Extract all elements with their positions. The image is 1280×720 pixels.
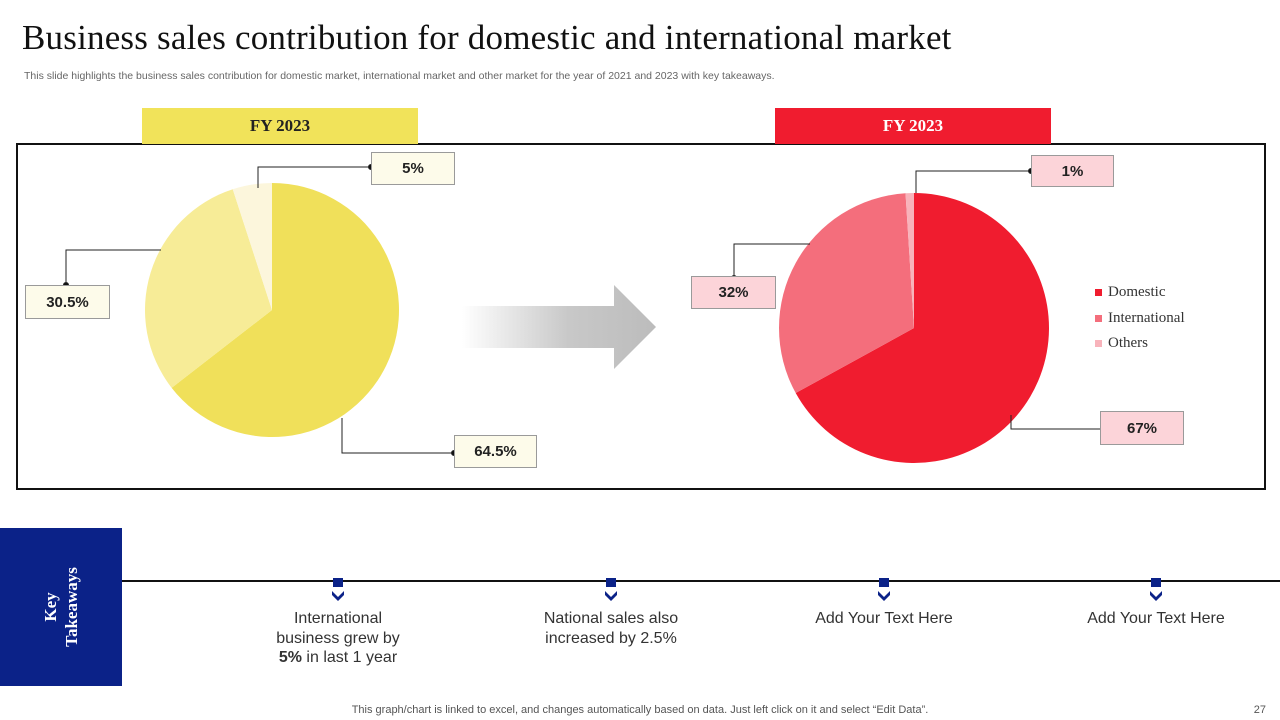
leader-line-left-domestic bbox=[341, 418, 454, 454]
takeaway-3: Add Your Text Here bbox=[815, 610, 953, 627]
legend-label: International bbox=[1108, 309, 1185, 326]
leader-line-right-international bbox=[733, 243, 810, 278]
pie-chart-left bbox=[145, 183, 399, 437]
chart-left-header: FY 2023 bbox=[142, 108, 418, 144]
pie-chart-right bbox=[779, 193, 1049, 463]
leader-line-left-others bbox=[257, 166, 371, 188]
pie-slice-others bbox=[905, 193, 914, 328]
key-takeaways-heading: Key Takeaways bbox=[41, 567, 81, 647]
chevron-down-icon bbox=[878, 578, 890, 601]
legend-label: Domestic bbox=[1108, 284, 1166, 301]
page-title: Business sales contribution for domestic… bbox=[22, 18, 952, 57]
chevron-down-icon bbox=[332, 578, 344, 601]
data-label-left-domestic: 64.5% bbox=[454, 435, 537, 468]
data-label-right-international: 32% bbox=[691, 276, 776, 309]
legend-swatch-international bbox=[1095, 314, 1102, 322]
data-label-right-others: 1% bbox=[1031, 155, 1114, 187]
pie-slice-domestic bbox=[171, 183, 399, 437]
transition-arrow bbox=[462, 285, 656, 369]
chart-legend: Domestic International Others bbox=[1095, 280, 1185, 357]
pie-slice-others bbox=[232, 183, 272, 310]
takeaways-timeline bbox=[122, 580, 1280, 582]
chevron-down-icon bbox=[605, 578, 617, 601]
data-label-left-others: 5% bbox=[371, 152, 455, 185]
takeaway-4: Add Your Text Here bbox=[1087, 610, 1225, 627]
leader-line-right-domestic bbox=[1010, 415, 1100, 430]
takeaway-2: National sales also increased by 2.5% bbox=[543, 610, 679, 647]
legend-swatch-others bbox=[1095, 340, 1102, 348]
leader-line-right-others bbox=[915, 170, 1031, 193]
key-takeaways-panel bbox=[0, 528, 122, 686]
footer-note: This graph/chart is linked to excel, and… bbox=[351, 704, 929, 716]
data-label-right-domestic: 67% bbox=[1100, 411, 1184, 445]
legend-item-international: International bbox=[1095, 306, 1185, 332]
legend-label: Others bbox=[1108, 335, 1148, 352]
legend-item-others: Others bbox=[1095, 331, 1185, 357]
pie-slice-domestic bbox=[795, 193, 1049, 463]
page-subtitle: This slide highlights the business sales… bbox=[24, 70, 775, 82]
leader-line-left-international bbox=[65, 249, 161, 285]
page-number: 27 bbox=[1253, 704, 1266, 716]
legend-swatch-domestic bbox=[1095, 289, 1102, 297]
takeaway-1: International business grew by 5% in las… bbox=[276, 610, 400, 666]
pie-slice-international bbox=[145, 189, 272, 388]
chevron-down-icon bbox=[1150, 578, 1162, 601]
legend-item-domestic: Domestic bbox=[1095, 280, 1185, 306]
charts-frame bbox=[16, 143, 1266, 490]
data-label-left-international: 30.5% bbox=[25, 285, 110, 319]
chart-right-header: FY 2023 bbox=[775, 108, 1051, 144]
pie-slice-international bbox=[779, 193, 914, 394]
